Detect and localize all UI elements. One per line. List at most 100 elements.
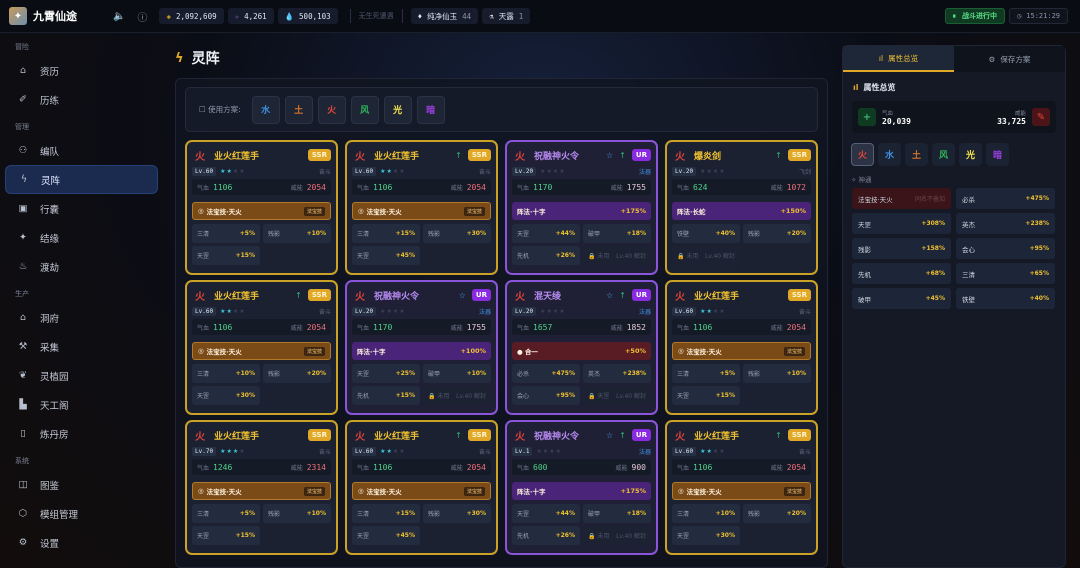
formation-card[interactable]: 火业火红莲手 SSR Lv.60 ★★★★ 奋斗 气血 1106 威能 2054 ◎ 法宝技·… <box>185 140 338 275</box>
star-outline-icon[interactable]: ☆ <box>606 150 614 160</box>
upgrade-arrow-icon[interactable]: ↑ <box>619 430 626 440</box>
formation-card[interactable]: 火爆炎剑 ↑ SSR Lv.20 ★★★★ 飞剑 气血 624 威能 1072 阵法·长蛇 +1… <box>665 140 818 275</box>
item-type: 奋斗 <box>798 449 811 456</box>
sidebar-item-sparkles[interactable]: ✦ 结缘 <box>5 223 158 252</box>
scheme-button[interactable]: 光 <box>383 95 412 124</box>
star-outline-icon[interactable]: ☆ <box>458 290 466 300</box>
sparkles-icon: ✦ <box>19 232 27 243</box>
scheme-button[interactable]: 风 <box>350 95 379 124</box>
chip-label: 会心 <box>517 391 529 400</box>
atk-label: 威能 <box>770 184 783 192</box>
element-filter-button[interactable]: 火 <box>851 143 874 166</box>
element-filter-button[interactable]: 暗 <box>986 143 1009 166</box>
sound-icon[interactable]: 🔈 <box>113 10 126 22</box>
skill-bar[interactable]: 阵法·十字 +100% <box>352 342 491 360</box>
scheme-button[interactable]: 暗 <box>416 95 445 124</box>
upgrade-arrow-icon[interactable]: ↑ <box>619 290 626 300</box>
rarity-badge: UR <box>631 429 651 441</box>
sidebar-item-book[interactable]: ◫ 图鉴 <box>5 470 158 499</box>
sidebar-item-furnace[interactable]: ▯ 炼丹房 <box>5 419 158 448</box>
sidebar-item-pickaxe[interactable]: ⚒ 采集 <box>5 332 158 361</box>
formation-card[interactable]: 火祝融神火令 ☆ ↑ UR Lv.1 ★★★★ 法器 气血 600 威能 900 阵法·十字 +1… <box>505 420 658 555</box>
sidebar-item-lightning[interactable]: ϟ 灵阵 <box>5 165 158 194</box>
sidebar-item-backpack[interactable]: ▣ 行囊 <box>5 194 158 223</box>
skill-bar[interactable]: ◎ 法宝技·天火 法宝技 <box>192 202 331 220</box>
scheme-bar: ☐ 使用方案: 水土火风光暗 <box>185 87 818 132</box>
sidebar-item-gear[interactable]: ⚙ 设置 <box>5 528 158 557</box>
tab-attribute-overview[interactable]: ıl 属性总览 <box>843 46 954 72</box>
chip-label: 残影 <box>268 229 280 238</box>
formation-card[interactable]: 火业火红莲手 ↑ SSR Lv.60 ★★★★ 奋斗 气血 1106 威能 2054 ◎ 法宝技… <box>345 140 498 275</box>
element-filter-button[interactable]: 风 <box>932 143 955 166</box>
skill-bar[interactable]: ◎ 法宝技·天火 法宝技 <box>352 482 491 500</box>
element-filter-button[interactable]: 水 <box>878 143 901 166</box>
skill-bar[interactable]: ◎ 法宝技·天火 法宝技 <box>672 482 811 500</box>
sidebar-item-label: 炼丹房 <box>40 429 69 441</box>
skill-icon: ◎ <box>678 347 684 355</box>
star-outline-icon[interactable]: ☆ <box>606 290 614 300</box>
item-type: 奋斗 <box>318 169 331 176</box>
chip-value: +15% <box>395 230 415 237</box>
help-icon[interactable]: ⓘ <box>137 12 148 24</box>
upgrade-arrow-icon[interactable]: ↑ <box>775 430 782 440</box>
formation-card[interactable]: 火祝融神火令 ☆ UR Lv.20 ★★★★ 法器 气血 1170 威能 1755 阵法·十字… <box>345 280 498 415</box>
atk-value: 1755 <box>626 182 646 192</box>
element-filter-button[interactable]: 土 <box>905 143 928 166</box>
formation-card[interactable]: 火祝融神火令 ☆ ↑ UR Lv.20 ★★★★ 法器 气血 1170 威能 1755 阵法·十… <box>505 140 658 275</box>
stat-value: +475% <box>1025 195 1049 202</box>
skill-bar[interactable]: 阵法·十字 +175% <box>512 482 651 500</box>
level-row: Lv.60 ★★★★ 奋斗 <box>672 446 811 457</box>
battle-status-button[interactable]: ⏸ 战斗进行中 <box>944 8 1005 24</box>
sidebar-item-house[interactable]: ⌂ 洞府 <box>5 303 158 332</box>
formation-card[interactable]: 火业火红莲手 ↑ SSR Lv.60 ★★★★ 奋斗 气血 1106 威能 2054 ◎ 法宝技… <box>185 280 338 415</box>
sidebar-item-home[interactable]: ⌂ 资历 <box>5 56 158 85</box>
sidebar-item-factory[interactable]: ▙ 天工阁 <box>5 390 158 419</box>
skill-bar[interactable]: ◎ 法宝技·天火 法宝技 <box>192 342 331 360</box>
skill-bar[interactable]: 阵法·长蛇 +150% <box>672 202 811 220</box>
skill-bar[interactable]: ◎ 法宝技·天火 法宝技 <box>192 482 331 500</box>
star-outline-icon[interactable]: ☆ <box>606 430 614 440</box>
upgrade-arrow-icon[interactable]: ↑ <box>775 150 782 160</box>
skill-tag: 法宝技 <box>463 206 485 216</box>
upgrade-arrow-icon[interactable]: ↑ <box>455 150 462 160</box>
sidebar-item-box[interactable]: ⬡ 模组管理 <box>5 499 158 528</box>
house-icon: ⌂ <box>19 312 27 323</box>
formation-card[interactable]: 火混天绫 ☆ ↑ UR Lv.20 ★★★★ 法器 气血 1657 威能 1852 ● 合一 +5… <box>505 280 658 415</box>
skill-bar[interactable]: ● 合一 +50% <box>512 342 651 360</box>
chip-key: 天罡 <box>197 393 210 400</box>
skill-bar[interactable]: 阵法·十字 +175% <box>512 202 651 220</box>
formation-card[interactable]: 火业火红莲手 SSR Lv.70 ★★★★ 奋斗 气血 1246 威能 2314 ◎ 法宝技·… <box>185 420 338 555</box>
element-filter-button[interactable]: 光 <box>959 143 982 166</box>
lightning-icon: ϟ <box>20 174 28 185</box>
stat-chip: 残影 +30% <box>423 504 491 523</box>
sidebar-item-flame[interactable]: ♨ 渡劫 <box>5 252 158 281</box>
scheme-button[interactable]: 水 <box>251 95 280 124</box>
chip-value: +10% <box>715 510 735 517</box>
sidebar-item-plant[interactable]: ❦ 灵植园 <box>5 361 158 390</box>
upgrade-arrow-icon[interactable]: ↑ <box>455 430 462 440</box>
stat-chips: 三清 +5% 残影 +10% 天罡 +15% <box>192 504 331 545</box>
sidebar-item-brush[interactable]: ✐ 历练 <box>5 85 158 114</box>
chip-value: +15% <box>715 392 735 399</box>
scheme-button[interactable]: 火 <box>317 95 346 124</box>
chip-key: 天罡 <box>357 253 370 260</box>
qi-value: 1106 <box>373 462 393 472</box>
spirit-stone-value: 4,261 <box>244 11 267 21</box>
upgrade-arrow-icon[interactable]: ↑ <box>619 150 626 160</box>
plus-button[interactable]: + <box>858 108 876 126</box>
formation-card[interactable]: 火业火红莲手 ↑ SSR Lv.60 ★★★★ 奋斗 气血 1106 威能 2054 ◎ 法宝技… <box>345 420 498 555</box>
upgrade-arrow-icon[interactable]: ↑ <box>295 290 302 300</box>
scheme-button[interactable]: 土 <box>284 95 313 124</box>
edit-button[interactable]: ✎ <box>1032 108 1050 126</box>
formation-card[interactable]: 火业火红莲手 SSR Lv.60 ★★★★ 奋斗 气血 1106 威能 2054 ◎ 法宝技·… <box>665 280 818 415</box>
skill-name: ● 合一 <box>517 348 538 356</box>
sidebar-item-users[interactable]: ⚇ 编队 <box>5 136 158 165</box>
resource-water: 💧 500,103 <box>277 8 338 24</box>
chip-value: Lv.40 解封 <box>456 393 486 400</box>
skill-bar[interactable]: ◎ 法宝技·天火 法宝技 <box>352 202 491 220</box>
section-heading: ıl 属性总览 <box>853 82 1065 93</box>
right-panel: ıl 属性总览 ⚙ 保存方案 ıl 属性总览 + 气血 20,039 威能 33,725 … <box>842 45 1066 568</box>
tab-save-scheme[interactable]: ⚙ 保存方案 <box>954 46 1065 72</box>
skill-bar[interactable]: ◎ 法宝技·天火 法宝技 <box>672 342 811 360</box>
formation-card[interactable]: 火业火红莲手 ↑ SSR Lv.60 ★★★★ 奋斗 气血 1106 威能 2054 ◎ 法宝技… <box>665 420 818 555</box>
